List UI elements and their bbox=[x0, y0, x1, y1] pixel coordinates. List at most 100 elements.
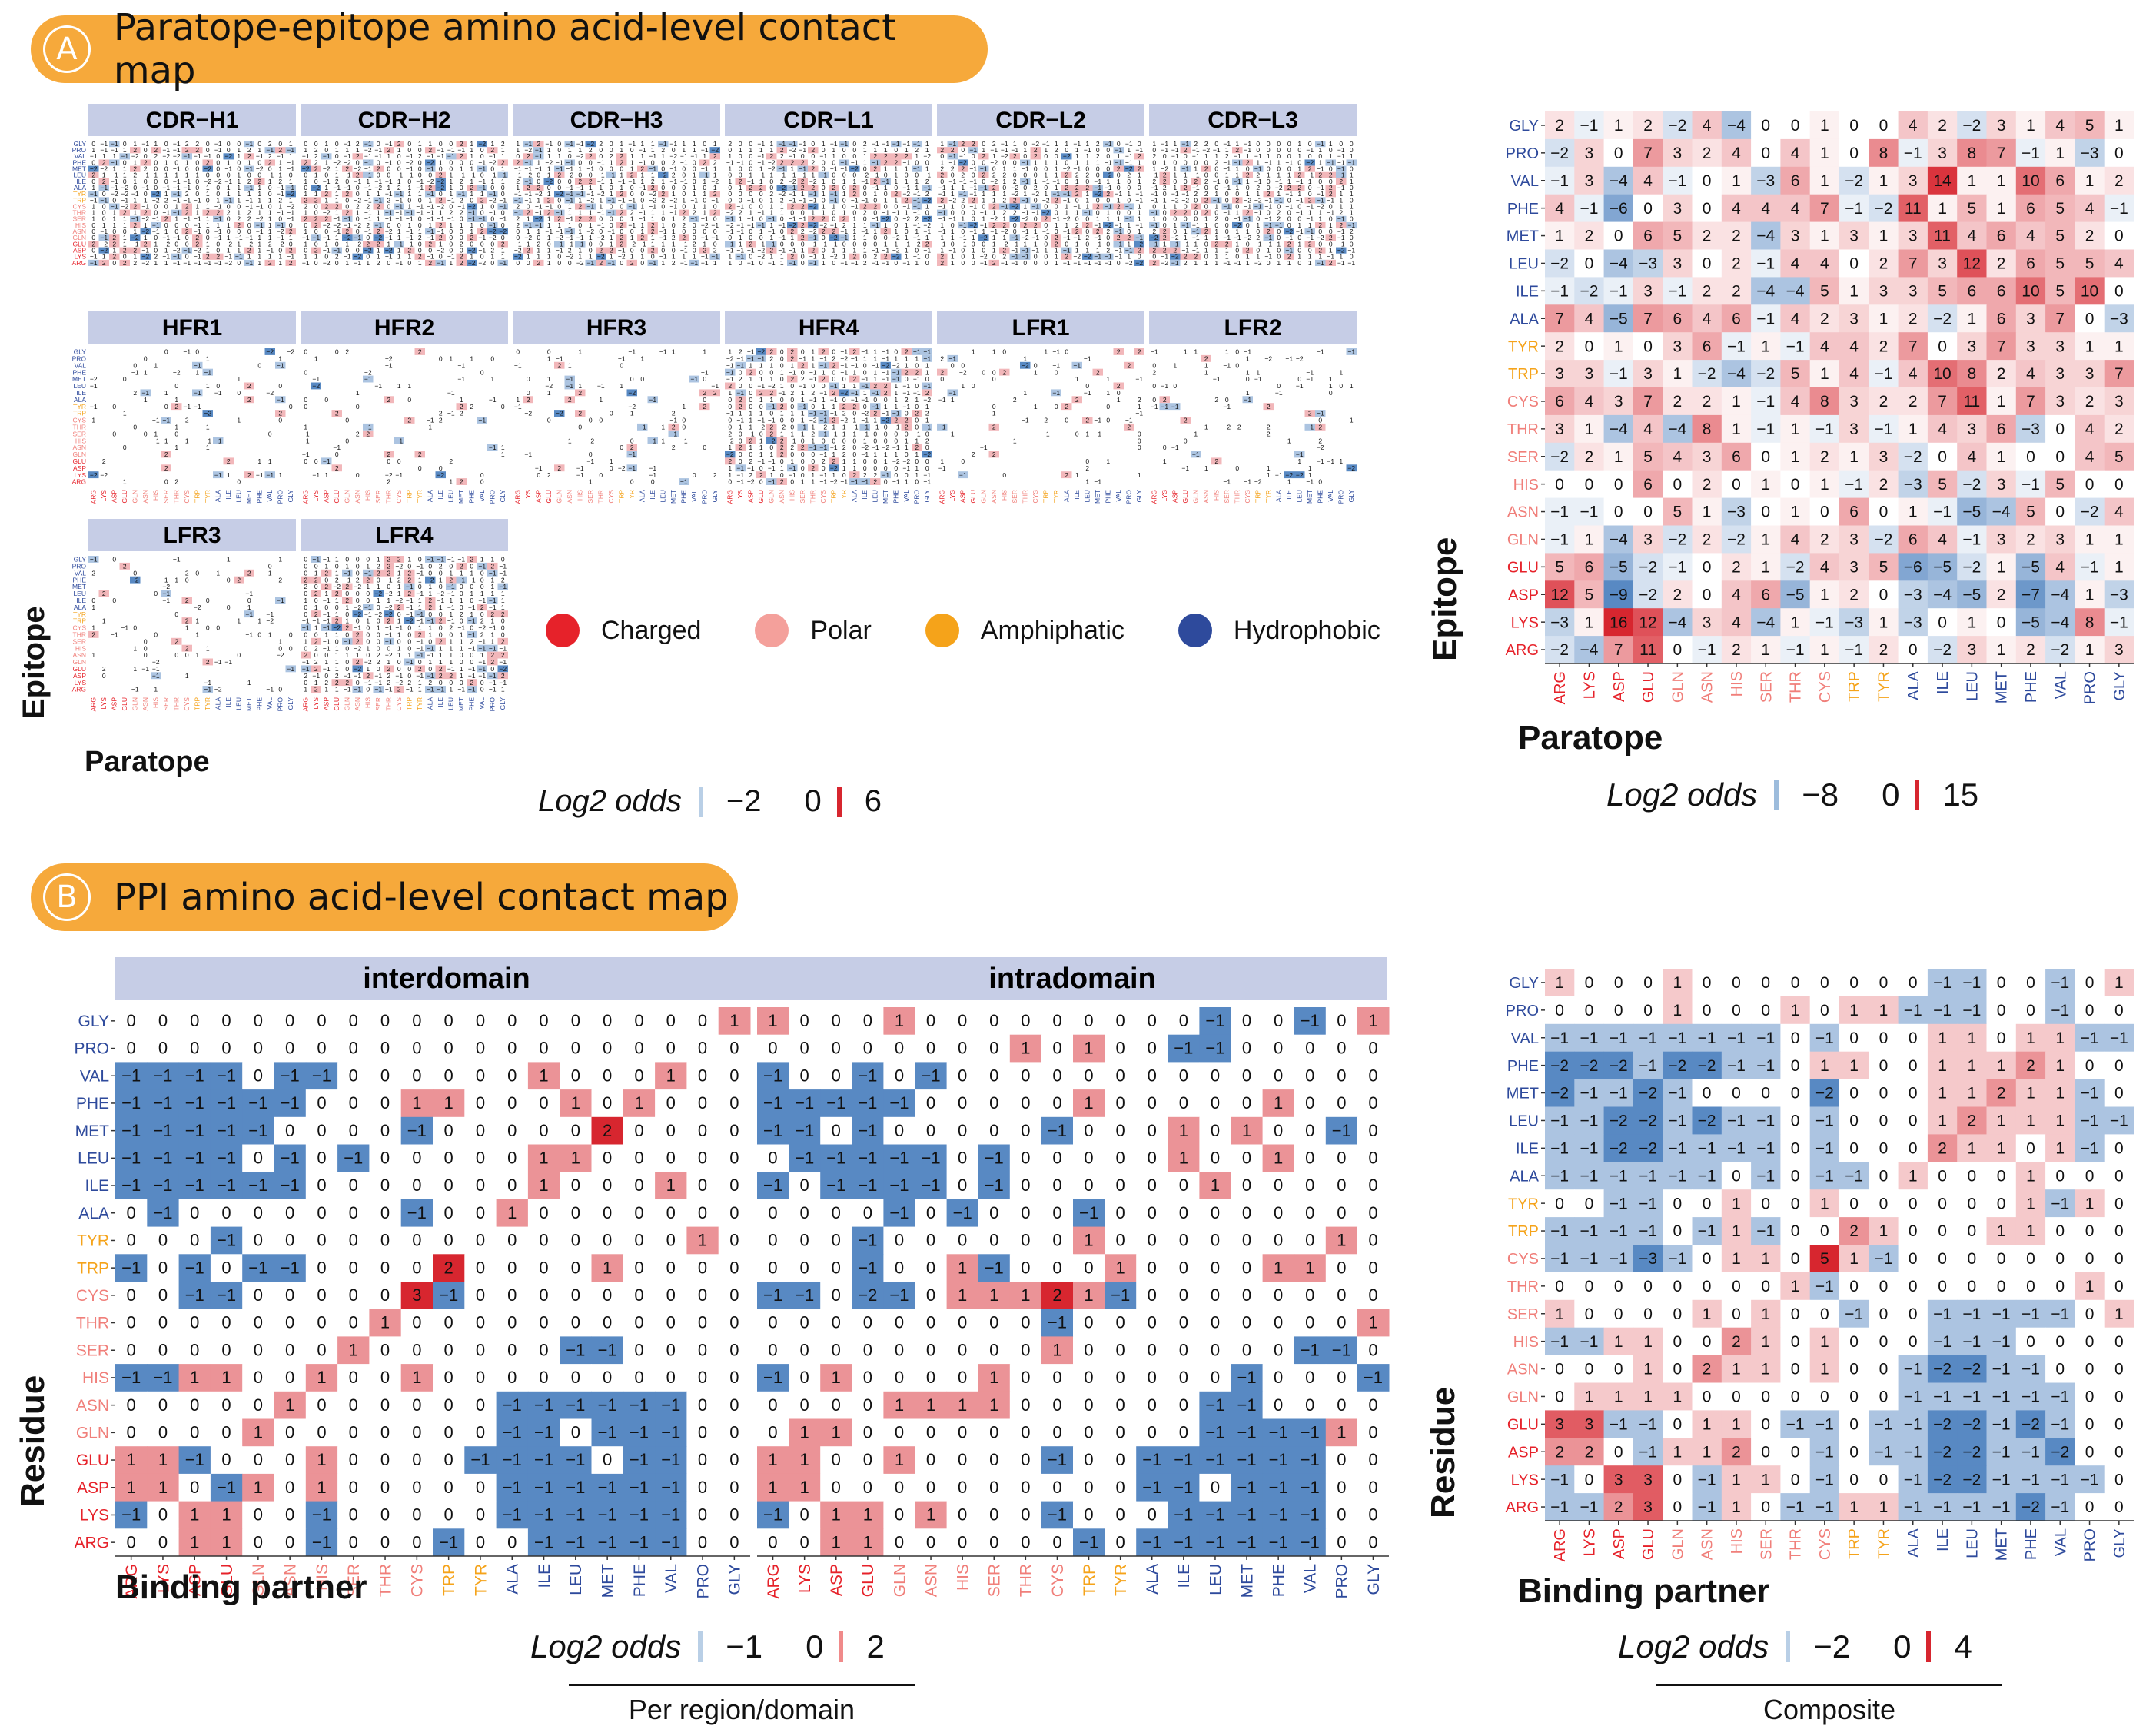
region-cell-value: −1 bbox=[385, 361, 393, 369]
region-cell-value: 1 bbox=[335, 686, 339, 693]
region-cell-value: −1 bbox=[680, 437, 688, 444]
cell-value: 0 bbox=[1703, 172, 1712, 190]
region-col-label: VAL bbox=[478, 697, 486, 710]
region-col-label: PRO bbox=[277, 490, 284, 504]
region-cell-value: 1 bbox=[961, 382, 965, 390]
region-cell-value: 2 bbox=[863, 259, 867, 267]
region-cell-value: −1 bbox=[1317, 457, 1324, 465]
region-cell-value: 0 bbox=[759, 259, 763, 267]
region-cell-value: −1 bbox=[1347, 259, 1355, 267]
region-cell-value: 0 bbox=[832, 259, 835, 267]
region-col-label: PHE bbox=[680, 490, 688, 504]
cell-value: 2 bbox=[1643, 117, 1653, 135]
region-cell-value: 2 bbox=[247, 396, 251, 404]
region-col-label: LEU bbox=[872, 490, 879, 503]
region-col-label: SER bbox=[374, 490, 382, 503]
region-col-label: VAL bbox=[1115, 490, 1122, 502]
region-col-label: HIS bbox=[152, 697, 160, 709]
region-cell-value: 1 bbox=[992, 348, 996, 356]
region-cell-value: 1 bbox=[1350, 382, 1354, 390]
region-cell-value: −1 bbox=[152, 417, 160, 424]
region-col-label: HIS bbox=[364, 490, 372, 501]
region-col-label: GLN bbox=[131, 490, 139, 503]
region-cell-value: −2 bbox=[214, 686, 222, 693]
region-cell-value: −1 bbox=[478, 417, 486, 424]
region-cell-value: 1 bbox=[992, 410, 996, 417]
region-cell-value: 2 bbox=[460, 259, 463, 267]
panel-a-title: Paratope-epitope amino acid-level contac… bbox=[114, 6, 988, 92]
region-cell-value: −1 bbox=[1181, 464, 1189, 472]
region-cell-value: 0 bbox=[739, 259, 742, 267]
region-cell-value: 1 bbox=[1204, 423, 1208, 431]
region-cell-value: 1 bbox=[174, 444, 178, 451]
region-cell-value: −1 bbox=[214, 259, 222, 267]
region-cell-value: 2 bbox=[345, 348, 349, 356]
region-cell-value: −2 bbox=[618, 464, 626, 472]
region-col-label: GLU bbox=[333, 490, 341, 503]
region-cell-value: −1 bbox=[277, 361, 284, 369]
region-col-label: PRO bbox=[701, 490, 709, 504]
region-cell-value: 2 bbox=[227, 457, 231, 465]
region-cell-value: 2 bbox=[1096, 368, 1100, 376]
region-col-label: PRO bbox=[913, 490, 921, 504]
region-cell-value: 2 bbox=[439, 417, 443, 424]
region-cell-value: 2 bbox=[1127, 361, 1131, 369]
region-cell-value: 1 bbox=[568, 437, 572, 444]
region-cell-value: 0 bbox=[915, 478, 919, 486]
cell-value: 1 bbox=[2026, 117, 2035, 135]
region-cell-value: 2 bbox=[133, 389, 137, 397]
region-cell-value: −1 bbox=[1296, 382, 1304, 390]
region-cell-value: 2 bbox=[578, 389, 582, 397]
cell-value: 8 bbox=[1968, 145, 1977, 162]
cell-value: −4 bbox=[1610, 172, 1628, 190]
region-cell-value: 2 bbox=[1214, 457, 1218, 465]
region-cell-value: 1 bbox=[630, 410, 634, 417]
region-cell-value: 1 bbox=[1055, 259, 1058, 267]
region-cell-value: 1 bbox=[1085, 430, 1089, 437]
region-cell-value: 1 bbox=[578, 348, 582, 356]
region-cell-value: 0 bbox=[1044, 259, 1048, 267]
region-cell-value: 0 bbox=[972, 259, 975, 267]
region-cell-value: −1 bbox=[1171, 403, 1179, 411]
cell-value: −3 bbox=[1756, 172, 1775, 190]
region-title: CDR−L1 bbox=[783, 108, 874, 133]
region-cell-value: 2 bbox=[133, 259, 137, 267]
region-cell-value: −2 bbox=[1254, 259, 1262, 267]
region-cell-value: 1 bbox=[174, 576, 178, 584]
region-cell-value: 0 bbox=[589, 417, 593, 424]
region-col-label: TRP bbox=[830, 490, 838, 503]
region-cell-value: −1 bbox=[266, 686, 274, 693]
cell-value: 1 bbox=[1997, 172, 2006, 190]
region-cell-value: −1 bbox=[1135, 375, 1143, 383]
region-cell-value: −2 bbox=[312, 382, 320, 390]
region-col-label: ALA bbox=[851, 490, 859, 502]
region-cell-value: −1 bbox=[851, 259, 859, 267]
region-cell-value: −1 bbox=[1275, 389, 1283, 397]
region-cell-value: 1 bbox=[1106, 457, 1110, 465]
region-col-label: TYR bbox=[1052, 490, 1060, 503]
region-cell-value: 0 bbox=[884, 478, 888, 486]
region-cell-value: 0 bbox=[1106, 403, 1110, 411]
region-cell-value: 1 bbox=[1308, 259, 1312, 267]
region-col-label: GLY bbox=[287, 697, 294, 710]
region-cell-value: 0 bbox=[925, 259, 929, 267]
region-cell-value: −1 bbox=[680, 259, 688, 267]
region-cell-value: 0 bbox=[992, 375, 996, 383]
region-cell-value: 0 bbox=[345, 417, 349, 424]
region-cell-value: −1 bbox=[152, 437, 160, 444]
region-cell-value: 0 bbox=[951, 361, 955, 369]
region-cell-value: 1 bbox=[206, 382, 210, 390]
region-col-label: PHE bbox=[256, 490, 264, 504]
region-cell-value: 1 bbox=[428, 423, 432, 431]
region-cell-value: −1 bbox=[406, 686, 414, 693]
region-cell-value: 2 bbox=[1308, 410, 1312, 417]
cell-value: −3 bbox=[2081, 145, 2099, 162]
region-cell-value: 0 bbox=[397, 457, 401, 465]
region-col-label: PHE bbox=[256, 697, 264, 711]
region-cell-value: −1 bbox=[923, 478, 931, 486]
region-col-label: ALA bbox=[1063, 490, 1071, 502]
region-cell-value: 1 bbox=[1297, 457, 1301, 465]
legend-title: Log2 odds bbox=[538, 784, 682, 819]
region-cell-value: −1 bbox=[902, 259, 910, 267]
region-cell-value: −2 bbox=[266, 617, 274, 625]
